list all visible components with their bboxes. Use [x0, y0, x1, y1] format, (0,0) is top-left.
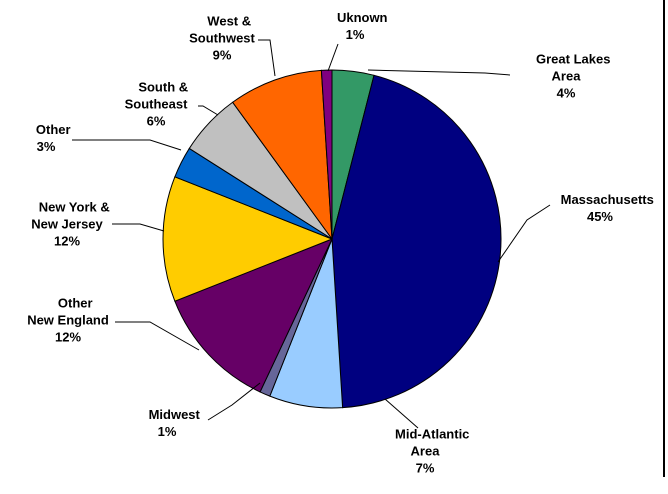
leader-line	[367, 69, 511, 76]
leader-line	[72, 139, 182, 151]
pie-slice	[162, 176, 334, 302]
pie-slice	[231, 69, 333, 241]
pie-slice	[331, 74, 502, 409]
leader-line	[207, 382, 261, 421]
pie-slice	[320, 69, 333, 240]
slice-label: Midwest 1%	[148, 407, 200, 439]
pie-chart	[72, 39, 551, 429]
chart-frame: Great Lakes Area 4% Massachusetts 45% Mid-…	[27, 0, 665, 477]
slice-label: Massachusetts 45%	[560, 192, 654, 224]
slice-label: Great Lakes Area 4%	[536, 51, 611, 101]
leader-line	[115, 321, 200, 351]
pie-slice	[174, 238, 333, 393]
leader-line	[112, 223, 165, 232]
leader-line	[198, 105, 219, 116]
leader-line	[384, 398, 419, 429]
leader-line	[497, 204, 551, 263]
slice-label: Uknown 1%	[336, 10, 388, 42]
leader-line	[327, 43, 339, 72]
slice-label: New York & New Jersey 12%	[31, 199, 110, 249]
slice-label: South & Southeast 6%	[124, 79, 189, 129]
slice-label: West & Southwest 9%	[189, 13, 255, 63]
leader-line	[258, 39, 276, 77]
slice-label: Other 3%	[35, 122, 71, 154]
slice-label: Other New England 12%	[27, 295, 109, 345]
slice-label: Mid-Atlantic Area 7%	[395, 426, 470, 476]
